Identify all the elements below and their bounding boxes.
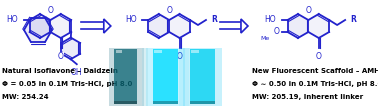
Polygon shape (50, 14, 71, 38)
Polygon shape (169, 14, 190, 38)
Polygon shape (104, 19, 111, 33)
Bar (115, 49, 137, 104)
Bar (142, 48, 189, 106)
Text: Me: Me (260, 36, 270, 41)
Polygon shape (62, 38, 80, 59)
Text: O: O (305, 6, 311, 15)
Polygon shape (29, 14, 50, 38)
Text: HO: HO (6, 16, 18, 25)
Text: Φ ∼ 0.50 in 0.1M Tris-HCl, pH 8.0: Φ ∼ 0.50 in 0.1M Tris-HCl, pH 8.0 (252, 81, 378, 87)
Text: Natural Isoflavone – Daidzein: Natural Isoflavone – Daidzein (2, 68, 118, 74)
Bar (146, 48, 184, 106)
Text: O: O (58, 52, 64, 61)
Polygon shape (288, 14, 308, 38)
Text: O: O (274, 28, 280, 37)
Bar (116, 50, 122, 53)
Bar (154, 50, 161, 53)
Text: Φ = 0.05 in 0.1M Tris-HCl, pH 8.0: Φ = 0.05 in 0.1M Tris-HCl, pH 8.0 (2, 81, 132, 87)
Text: O: O (177, 52, 183, 61)
Text: O: O (48, 6, 53, 15)
Bar (190, 49, 215, 104)
Bar (115, 101, 137, 104)
Text: OH: OH (71, 68, 83, 77)
Polygon shape (24, 18, 52, 42)
Bar (108, 48, 144, 106)
Text: HO: HO (125, 16, 136, 25)
Text: O: O (316, 52, 322, 61)
Bar (179, 48, 226, 106)
Polygon shape (149, 14, 169, 38)
Bar (191, 50, 199, 53)
Text: R: R (350, 16, 356, 25)
Text: MW: 254.24: MW: 254.24 (2, 94, 49, 100)
Text: MW: 205.19, Inherent linker: MW: 205.19, Inherent linker (252, 94, 363, 100)
Bar (103, 48, 149, 106)
Text: New Fluorescent Scaffold – AMHCs: New Fluorescent Scaffold – AMHCs (252, 68, 378, 74)
Bar (190, 101, 215, 104)
Polygon shape (308, 14, 329, 38)
Text: HO: HO (264, 16, 276, 25)
Bar (183, 48, 222, 106)
Bar (153, 101, 178, 104)
Bar (153, 49, 178, 104)
Text: O: O (166, 6, 172, 15)
Text: R: R (211, 16, 217, 25)
Polygon shape (241, 19, 248, 33)
